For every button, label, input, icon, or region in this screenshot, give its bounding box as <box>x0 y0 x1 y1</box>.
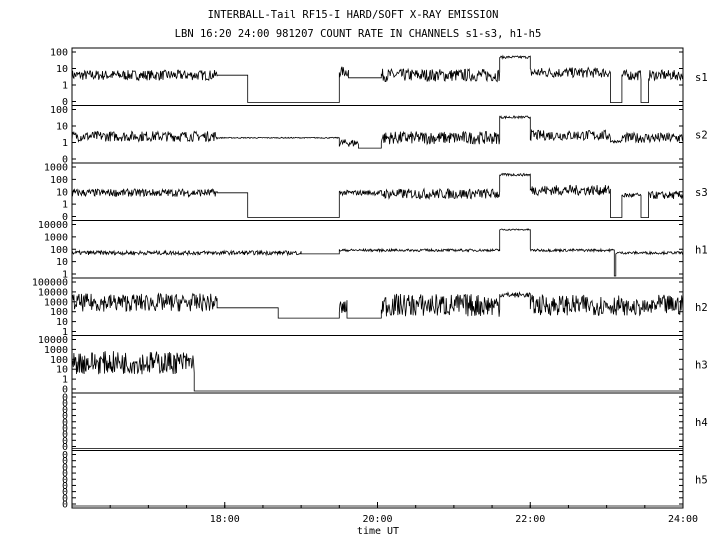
y-tick-label: 10000 <box>38 287 68 298</box>
y-tick-label: 0 <box>62 487 68 498</box>
y-tick-label: 10 <box>56 187 68 198</box>
trace-h3 <box>71 351 683 392</box>
y-tick-label: 0 <box>62 430 68 441</box>
x-tick-label: 18:00 <box>210 514 240 525</box>
panel-name-h4: h4 <box>695 417 708 429</box>
y-tick-label: 0 <box>62 456 68 467</box>
y-tick-label: 10 <box>56 257 68 268</box>
y-tick-label: 0 <box>62 411 68 422</box>
panel-name-s1: s1 <box>695 72 708 84</box>
panel-name-s2: s2 <box>695 129 708 141</box>
y-tick-label: 0 <box>62 436 68 447</box>
y-tick-label: 0 <box>62 399 68 410</box>
y-tick-label: 10 <box>56 365 68 376</box>
y-tick-label: 10 <box>56 64 68 75</box>
x-tick-label: 20:00 <box>362 514 392 525</box>
y-tick-label: 100 <box>50 245 68 256</box>
y-tick-label: 0 <box>62 423 68 434</box>
x-axis-label: time UT <box>357 526 399 537</box>
y-tick-label: 1000 <box>44 232 68 243</box>
y-tick-label: 1000 <box>44 297 68 308</box>
y-tick-label: 0 <box>62 212 68 223</box>
y-tick-label: 10 <box>56 122 68 133</box>
y-tick-label: 0 <box>62 475 68 486</box>
y-tick-label: 0 <box>62 417 68 428</box>
chart-title: INTERBALL-Tail RF15-I HARD/SOFT X-RAY EM… <box>208 9 499 21</box>
y-tick-label: 0 <box>62 462 68 473</box>
trace-h1 <box>71 228 684 277</box>
y-tick-label: 0 <box>62 481 68 492</box>
x-tick-label: 22:00 <box>515 514 545 525</box>
trace-s2 <box>71 115 684 149</box>
panel-name-h2: h2 <box>695 302 708 314</box>
panels-group: 1001010s11001010s210001001010s3100001000… <box>32 48 708 511</box>
chart-subtitle: LBN 16:20 24:00 981207 COUNT RATE IN CHA… <box>175 28 542 40</box>
y-tick-label: 0 <box>62 442 68 453</box>
y-tick-label: 1 <box>62 270 68 281</box>
y-tick-label: 0 <box>62 405 68 416</box>
trace-h2 <box>71 291 684 319</box>
y-tick-label: 100 <box>50 175 68 186</box>
y-tick-label: 100 <box>50 105 68 116</box>
y-tick-label: 0 <box>62 493 68 504</box>
y-tick-label: 0 <box>62 155 68 166</box>
y-tick-label: 100 <box>50 355 68 366</box>
panel-name-h5: h5 <box>695 474 708 486</box>
y-tick-label: 0 <box>62 469 68 480</box>
y-tick-label: 0 <box>62 393 68 404</box>
y-tick-label: 0 <box>62 500 68 511</box>
trace-s1 <box>71 54 684 103</box>
y-tick-label: 1000 <box>44 163 68 174</box>
panel-name-h3: h3 <box>695 359 708 371</box>
y-tick-label: 10 <box>56 317 68 328</box>
traces-group <box>71 54 684 507</box>
y-tick-label: 1 <box>62 375 68 386</box>
y-tick-label: 100 <box>50 307 68 318</box>
y-tick-label: 10000 <box>38 335 68 346</box>
y-tick-label: 100000 <box>32 278 68 289</box>
trace-s3 <box>71 172 684 218</box>
x-tick-label: 24:00 <box>668 514 698 525</box>
y-tick-label: 100 <box>50 48 68 59</box>
y-tick-label: 0 <box>62 97 68 108</box>
y-tick-label: 0 <box>62 385 68 396</box>
y-tick-label: 1000 <box>44 345 68 356</box>
y-tick-label: 1 <box>62 200 68 211</box>
x-axis: 18:00 20:00 22:00 24:00 <box>109 502 698 525</box>
y-tick-label: 0 <box>62 450 68 461</box>
panel-name-s3: s3 <box>695 187 708 199</box>
panel-name-h1: h1 <box>695 244 708 256</box>
y-tick-label: 1 <box>62 138 68 149</box>
y-tick-label: 1 <box>62 81 68 92</box>
y-tick-label: 10000 <box>38 220 68 231</box>
y-tick-label: 1 <box>62 327 68 338</box>
